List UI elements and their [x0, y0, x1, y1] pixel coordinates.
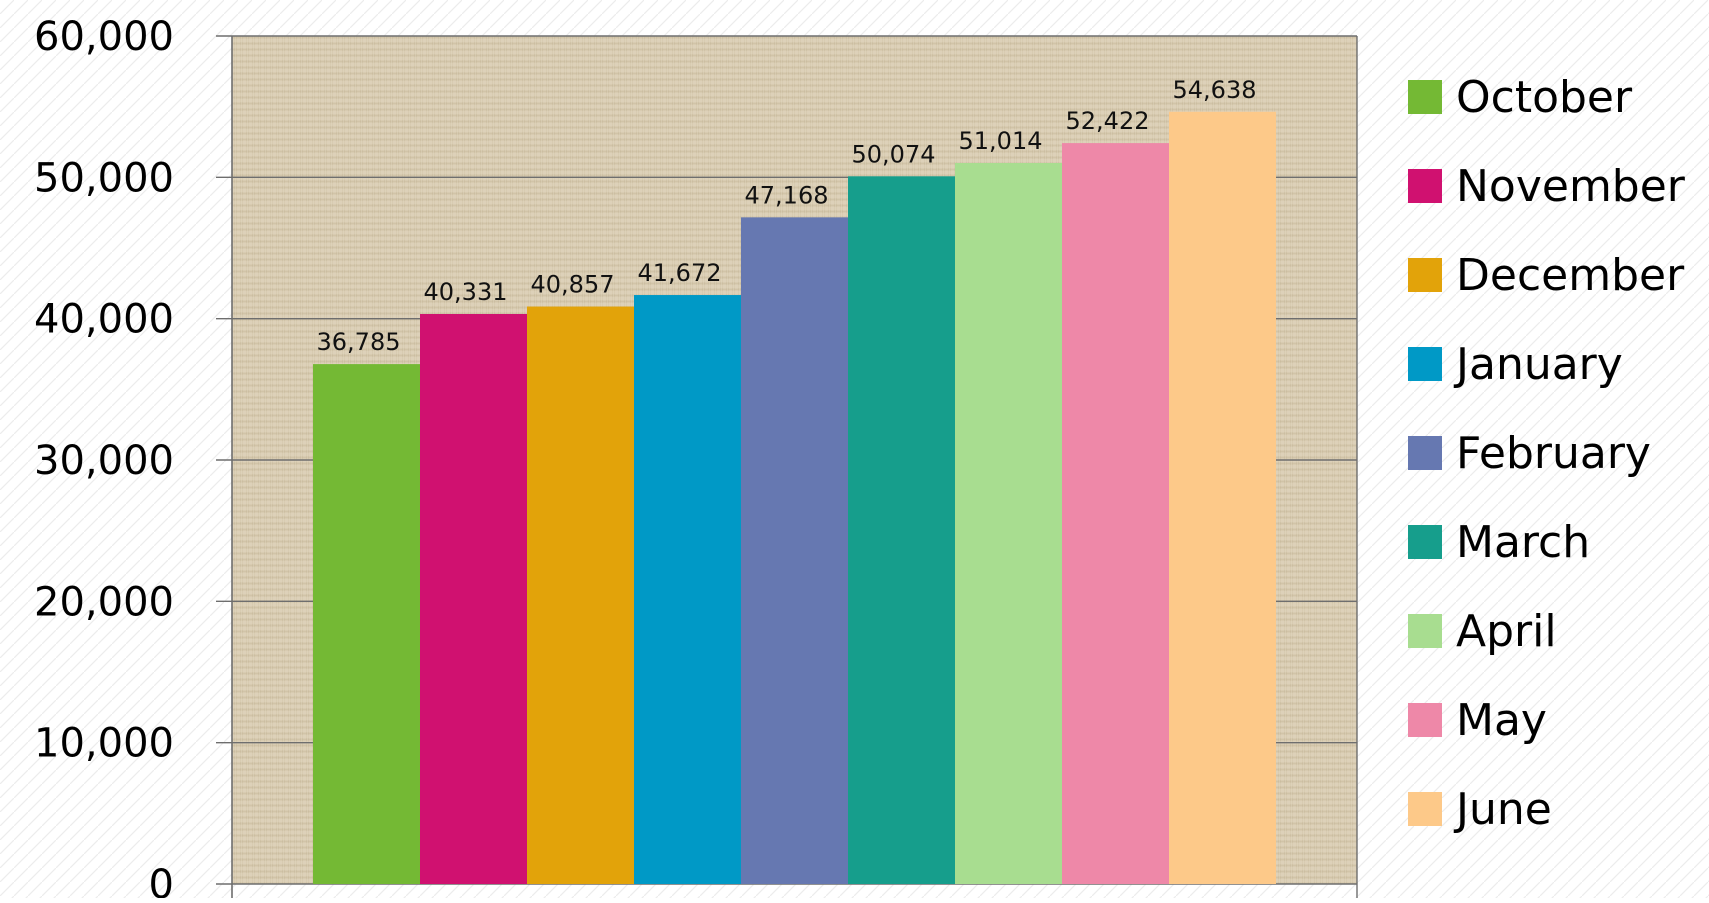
- bar-february: [741, 217, 848, 884]
- y-tick-label: 50,000: [34, 155, 174, 201]
- data-label: 40,331: [424, 278, 508, 306]
- bar-december: [527, 306, 634, 884]
- bar-january: [634, 295, 741, 884]
- legend-swatch: [1408, 80, 1442, 114]
- legend-label: June: [1453, 784, 1552, 835]
- bar-may: [1062, 143, 1169, 884]
- data-label: 41,672: [638, 259, 722, 287]
- y-tick-label: 0: [149, 862, 174, 898]
- bar-march: [848, 176, 955, 884]
- y-tick-label: 40,000: [34, 297, 174, 343]
- data-label: 50,074: [852, 140, 936, 168]
- bar-november: [420, 313, 527, 884]
- bars: [313, 111, 1276, 884]
- legend-label: March: [1456, 517, 1590, 568]
- data-label: 52,422: [1066, 107, 1150, 135]
- legend-label: February: [1456, 428, 1651, 479]
- bar-april: [955, 163, 1062, 884]
- data-labels: 36,785 40,331 40,857 41,672 47,168 50,074 51,0…: [317, 76, 1257, 356]
- legend-swatch: [1408, 436, 1442, 470]
- y-tick-label: 20,000: [34, 579, 174, 625]
- legend-swatch: [1408, 792, 1442, 826]
- legend-label: January: [1453, 339, 1623, 390]
- legend-swatch: [1408, 703, 1442, 737]
- data-label: 51,014: [959, 127, 1043, 155]
- legend: October November December January February Ma…: [1408, 72, 1686, 835]
- data-label: 36,785: [317, 328, 401, 356]
- y-tick-label: 10,000: [34, 721, 174, 767]
- y-axis: 0 10,000 20,000 30,000 40,000 50,000 60,000: [34, 14, 1358, 903]
- legend-swatch: [1408, 258, 1442, 292]
- legend-swatch: [1408, 347, 1442, 381]
- legend-label: December: [1456, 250, 1685, 301]
- legend-label: November: [1456, 161, 1686, 212]
- legend-label: April: [1456, 606, 1557, 657]
- legend-label: May: [1456, 695, 1547, 746]
- legend-swatch: [1408, 169, 1442, 203]
- data-label: 47,168: [745, 181, 829, 209]
- bar-october: [313, 364, 420, 884]
- legend-label: October: [1456, 72, 1633, 123]
- legend-swatch: [1408, 525, 1442, 559]
- bar-june: [1169, 111, 1276, 884]
- y-tick-label: 60,000: [34, 14, 174, 60]
- legend-swatch: [1408, 614, 1442, 648]
- y-tick-label: 30,000: [34, 438, 174, 484]
- data-label: 54,638: [1173, 76, 1257, 104]
- data-label: 40,857: [531, 271, 615, 299]
